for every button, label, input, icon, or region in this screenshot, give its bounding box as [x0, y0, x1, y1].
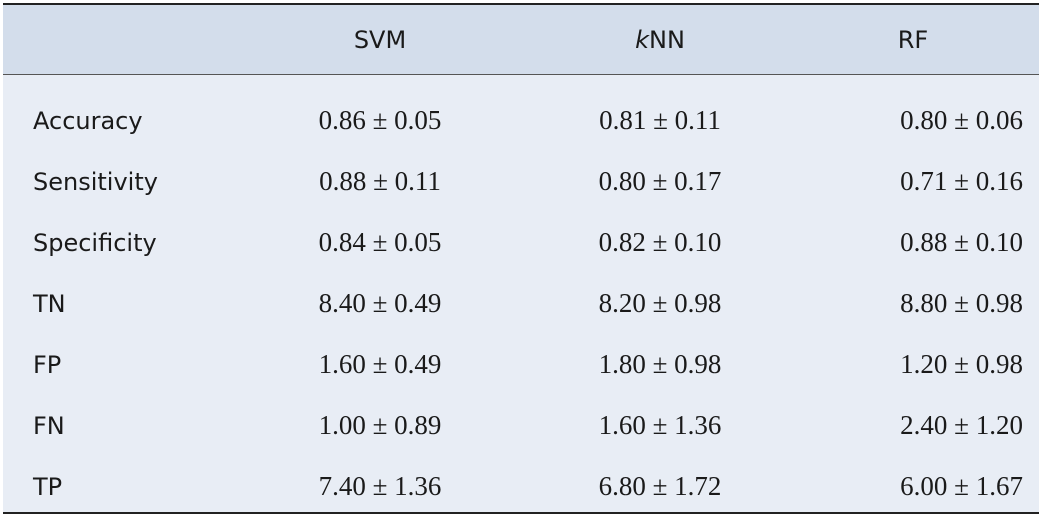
- table-row: FP 1.60 ± 0.49 1.80 ± 0.98 1.20 ± 0.98: [3, 334, 1039, 395]
- knn-value: 1.80 ± 0.98: [598, 349, 722, 379]
- header-empty-cell: [33, 5, 263, 75]
- knn-value: 8.20 ± 0.98: [598, 288, 722, 318]
- header-row: SVM k NN RF: [3, 5, 1039, 75]
- knn-value: 6.80 ± 1.72: [598, 471, 722, 501]
- rf-value: 2.40 ± 1.20: [900, 410, 1023, 440]
- header-svm: SVM: [353, 26, 407, 54]
- svm-value: 7.40 ± 1.36: [318, 471, 442, 501]
- rf-value: 0.80 ± 0.06: [900, 105, 1023, 135]
- table-row: TN 8.40 ± 0.49 8.20 ± 0.98 8.80 ± 0.98: [3, 273, 1039, 334]
- header-knn-suffix: NN: [649, 26, 685, 54]
- table-body: Accuracy 0.86 ± 0.05 0.81 ± 0.11 0.80 ± …: [3, 90, 1039, 517]
- row-label: Accuracy: [33, 106, 143, 135]
- table-row: FN 1.00 ± 0.89 1.60 ± 1.36 2.40 ± 1.20: [3, 395, 1039, 456]
- row-label: Specificity: [33, 228, 157, 257]
- rf-value: 8.80 ± 0.98: [900, 288, 1023, 318]
- row-label: TN: [33, 289, 66, 318]
- rf-value: 1.20 ± 0.98: [900, 349, 1023, 379]
- rf-value: 0.88 ± 0.10: [900, 227, 1023, 257]
- results-table: SVM k NN RF Accuracy 0.86 ± 0.05 0.81 ± 0…: [3, 3, 1039, 514]
- knn-value: 0.81 ± 0.11: [599, 105, 721, 135]
- knn-value: 0.80 ± 0.17: [598, 166, 722, 196]
- table-header: SVM k NN RF: [3, 5, 1039, 75]
- knn-value: 1.60 ± 1.36: [598, 410, 722, 440]
- row-label: TP: [33, 472, 63, 501]
- header-rf: RF: [897, 26, 929, 54]
- header-knn: k NN: [525, 5, 795, 75]
- rf-value: 6.00 ± 1.67: [900, 471, 1023, 501]
- table-row: Accuracy 0.86 ± 0.05 0.81 ± 0.11 0.80 ± …: [3, 90, 1039, 151]
- row-label: FN: [33, 411, 65, 440]
- svm-value: 8.40 ± 0.49: [318, 288, 442, 318]
- table-row: Sensitivity 0.88 ± 0.11 0.80 ± 0.17 0.71…: [3, 151, 1039, 212]
- svm-value: 0.88 ± 0.11: [319, 166, 441, 196]
- svm-value: 1.60 ± 0.49: [318, 349, 442, 379]
- header-knn-prefix: k: [635, 26, 649, 54]
- svm-value: 1.00 ± 0.89: [318, 410, 442, 440]
- rf-value: 0.71 ± 0.16: [900, 166, 1023, 196]
- row-label: Sensitivity: [33, 167, 158, 196]
- table-row: Specificity 0.84 ± 0.05 0.82 ± 0.10 0.88…: [3, 212, 1039, 273]
- svm-value: 0.84 ± 0.05: [318, 227, 442, 257]
- svm-value: 0.86 ± 0.05: [318, 105, 442, 135]
- table-row: TP 7.40 ± 1.36 6.80 ± 1.72 6.00 ± 1.67: [3, 456, 1039, 517]
- knn-value: 0.82 ± 0.10: [598, 227, 722, 257]
- row-label: FP: [33, 350, 62, 379]
